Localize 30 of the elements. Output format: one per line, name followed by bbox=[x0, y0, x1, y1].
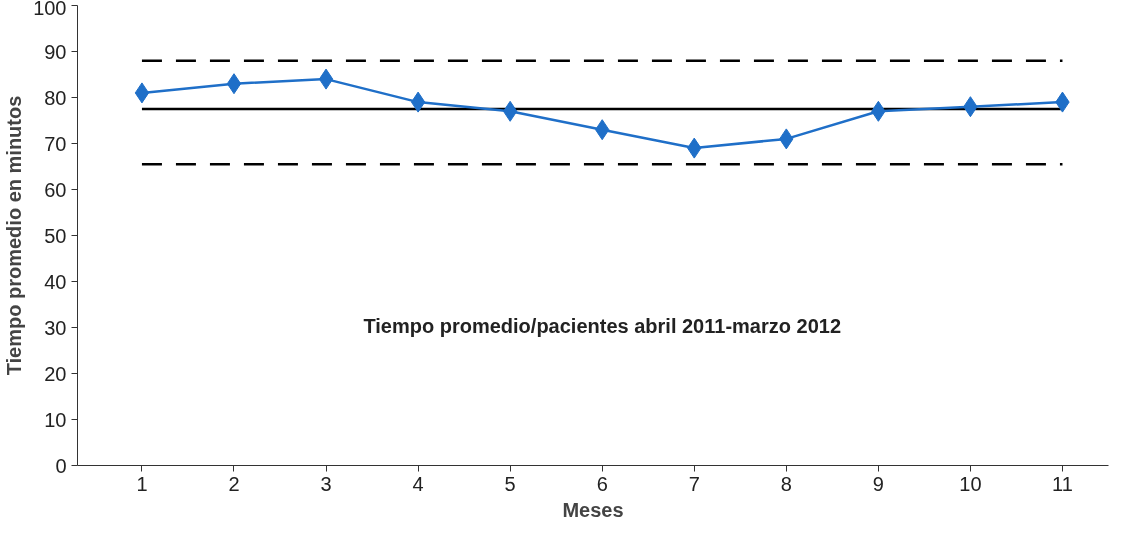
x-tick-label: 9 bbox=[872, 472, 884, 495]
point bbox=[410, 91, 426, 113]
x-tick-label: 4 bbox=[412, 472, 424, 495]
y-axis-title: Tiempo promedio en minutos bbox=[3, 95, 26, 376]
y-tick-label: 80 bbox=[44, 86, 67, 109]
y-tick-label: 90 bbox=[44, 40, 67, 63]
point bbox=[318, 68, 334, 90]
y-tick-label: 70 bbox=[44, 132, 67, 155]
y-tick-label: 0 bbox=[55, 454, 67, 477]
point bbox=[134, 82, 150, 104]
x-tick-label: 10 bbox=[959, 472, 982, 495]
y-tick-label: 30 bbox=[44, 316, 67, 339]
y-tick-label: 40 bbox=[44, 270, 67, 293]
x-tick-label: 5 bbox=[504, 472, 516, 495]
y-tick-label: 60 bbox=[44, 178, 67, 201]
y-tick-label: 20 bbox=[44, 362, 67, 385]
x-tick-label: 6 bbox=[596, 472, 608, 495]
x-tick-label: 8 bbox=[780, 472, 792, 495]
x-axis-title: Meses bbox=[562, 498, 624, 521]
x-tick-label: 3 bbox=[320, 472, 332, 495]
x-tick-label: 1 bbox=[136, 472, 148, 495]
x-tick-label: 2 bbox=[228, 472, 240, 495]
point bbox=[226, 73, 242, 95]
annotation: Tiempo promedio/pacientes abril 2011-marzo 2012 bbox=[363, 314, 842, 337]
y-tick-label: 100 bbox=[33, 0, 67, 19]
y-tick-label: 50 bbox=[44, 224, 67, 247]
y-tick-label: 10 bbox=[44, 408, 67, 431]
x-tick-label: 11 bbox=[1052, 472, 1073, 495]
x-tick-label: 7 bbox=[688, 472, 700, 495]
point bbox=[502, 100, 518, 122]
